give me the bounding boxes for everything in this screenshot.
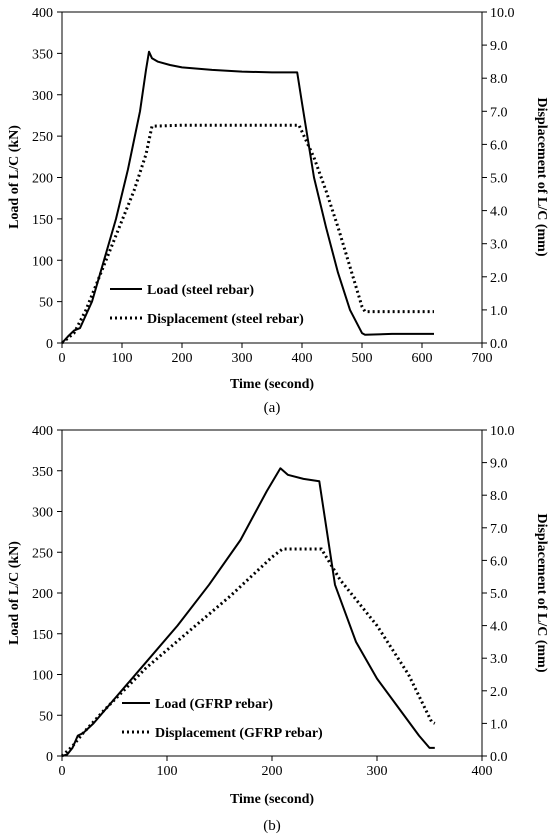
chart-a-x-axis-label: Time (second) (230, 377, 314, 392)
y-right-tick-label-6: 6.0 (490, 554, 508, 569)
x-tick-label-2: 200 (262, 764, 283, 779)
chart-a-legend-displacement-label: Displacement (steel rebar) (147, 312, 304, 327)
chart-a-y-axis-right-label: Displacement of L/C (mm) (534, 97, 549, 256)
chart-b-legend-load-label: Load (GFRP rebar) (155, 697, 273, 712)
y-left-tick-label-4: 200 (32, 172, 53, 187)
x-tick-label-4: 400 (292, 351, 313, 366)
x-tick-label-6: 600 (412, 351, 433, 366)
chart-a: 0 100 200 300 400 500 600 700 0 50 100 150 200 250 300… (7, 6, 549, 416)
y-left-tick-label-2: 100 (32, 669, 53, 684)
y-left-tick-label-2: 100 (32, 254, 53, 269)
displacement-series-line (60, 547, 436, 758)
x-tick-label-0: 0 (59, 764, 66, 779)
y-right-tick-label-8: 8.0 (490, 489, 508, 504)
y-right-tick-label-2: 2.0 (490, 685, 508, 700)
x-tick-label-1: 100 (157, 764, 178, 779)
x-tick-label-2: 200 (172, 351, 193, 366)
chart-b-legend: Load (GFRP rebar) Displacement (GFRP reb… (122, 697, 323, 741)
y-right-tick-label-7: 7.0 (490, 105, 508, 120)
y-left-tick-label-1: 50 (39, 296, 53, 311)
x-tick-label-0: 0 (59, 351, 66, 366)
y-right-tick-label-3: 3.0 (490, 652, 508, 667)
y-right-tick-label-5: 5.0 (490, 172, 508, 187)
chart-b-y-axis-right-label: Displacement of L/C (mm) (534, 513, 549, 672)
y-right-tick-label-1: 1.0 (490, 304, 508, 319)
x-tick-label-5: 500 (352, 351, 373, 366)
chart-a-legend-load-label: Load (steel rebar) (147, 283, 254, 298)
chart-b-plot (60, 467, 436, 758)
y-right-tick-label-9: 9.0 (490, 457, 508, 472)
chart-a-ticks (57, 11, 487, 348)
chart-b-x-axis-label: Time (second) (230, 792, 314, 807)
x-tick-label-7: 700 (472, 351, 493, 366)
y-right-tick-label-0: 0.0 (490, 337, 508, 352)
y-right-tick-label-5: 5.0 (490, 587, 508, 602)
chart-b-y-axis-left-label: Load of L/C (kN) (7, 541, 22, 645)
y-left-tick-label-5: 250 (32, 546, 53, 561)
chart-b-ticks (57, 429, 487, 761)
chart-a-panel-label: (a) (264, 400, 281, 416)
load-series-line (61, 467, 435, 757)
y-left-tick-label-0: 0 (46, 750, 53, 765)
y-right-tick-label-6: 6.0 (490, 138, 508, 153)
y-left-tick-label-3: 150 (32, 628, 53, 643)
y-right-tick-label-4: 4.0 (490, 620, 508, 635)
y-right-tick-label-2: 2.0 (490, 271, 508, 286)
chart-a-y-axis-left-label: Load of L/C (kN) (7, 125, 22, 229)
y-right-tick-label-7: 7.0 (490, 522, 508, 537)
displacement-series-line (61, 123, 434, 345)
y-left-tick-label-7: 350 (32, 465, 53, 480)
y-right-tick-label-3: 3.0 (490, 238, 508, 253)
y-left-tick-label-7: 350 (32, 47, 53, 62)
chart-a-tick-labels: 0 100 200 300 400 500 600 700 0 50 100 150 200 250 300… (32, 6, 515, 366)
y-right-tick-label-10: 10.0 (490, 424, 515, 439)
chart-a-legend: Load (steel rebar) Displacement (steel r… (110, 283, 304, 327)
chart-b-tick-labels: 0 100 200 300 4000501001502002503003504000.0… (32, 424, 515, 779)
x-tick-label-1: 100 (112, 351, 133, 366)
y-left-tick-label-0: 0 (46, 337, 53, 352)
load-series-line (61, 50, 434, 344)
x-tick-label-4: 400 (472, 764, 493, 779)
y-left-tick-label-6: 300 (32, 89, 53, 104)
y-left-tick-label-4: 200 (32, 587, 53, 602)
chart-a-plot (61, 50, 434, 345)
x-tick-label-3: 300 (367, 764, 388, 779)
y-right-tick-label-4: 4.0 (490, 205, 508, 220)
y-left-tick-label-5: 250 (32, 130, 53, 145)
y-right-tick-label-8: 8.0 (490, 72, 508, 87)
y-right-tick-label-9: 9.0 (490, 39, 508, 54)
y-left-tick-label-8: 400 (32, 424, 53, 439)
y-left-tick-label-8: 400 (32, 6, 53, 21)
chart-b-legend-displacement-label: Displacement (GFRP rebar) (155, 726, 323, 741)
chart-b-panel-label: (b) (263, 818, 281, 834)
y-left-tick-label-3: 150 (32, 213, 53, 228)
chart-b: 0 100 200 300 4000501001502002503003504000.0… (7, 424, 549, 834)
y-right-tick-label-10: 10.0 (490, 6, 515, 21)
x-tick-label-3: 300 (232, 351, 253, 366)
y-left-tick-label-6: 300 (32, 506, 53, 521)
y-right-tick-label-1: 1.0 (490, 717, 508, 732)
y-right-tick-label-0: 0.0 (490, 750, 508, 765)
y-left-tick-label-1: 50 (39, 709, 53, 724)
